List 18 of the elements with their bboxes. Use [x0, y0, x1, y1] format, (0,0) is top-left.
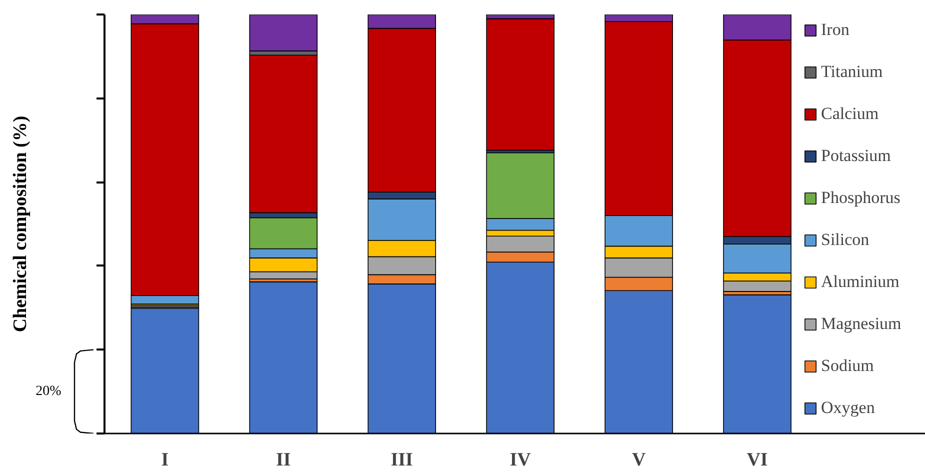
- legend-label: Sodium: [821, 355, 874, 377]
- x-tick-label: IV: [510, 450, 532, 470]
- x-tick-label: II: [276, 450, 291, 470]
- x-tick-label: I: [161, 450, 169, 470]
- legend-label: Oxygen: [821, 397, 875, 419]
- legend-label: Calcium: [821, 103, 879, 125]
- legend-label: Magnesium: [821, 313, 902, 335]
- legend-label: Aluminium: [821, 271, 900, 293]
- x-tick-label: V: [632, 450, 646, 470]
- legend-label: Potassium: [821, 145, 891, 167]
- legend-label: Iron: [821, 19, 850, 41]
- legend-label: Titanium: [821, 61, 883, 83]
- x-tick-label: VI: [746, 450, 768, 470]
- text: 20%: [36, 384, 62, 400]
- y-axis-title: Chemical composition (%): [10, 116, 31, 332]
- legend-label: Silicon: [821, 229, 870, 251]
- x-tick-label: III: [390, 450, 413, 470]
- legend-label: Phosphorus: [821, 187, 900, 209]
